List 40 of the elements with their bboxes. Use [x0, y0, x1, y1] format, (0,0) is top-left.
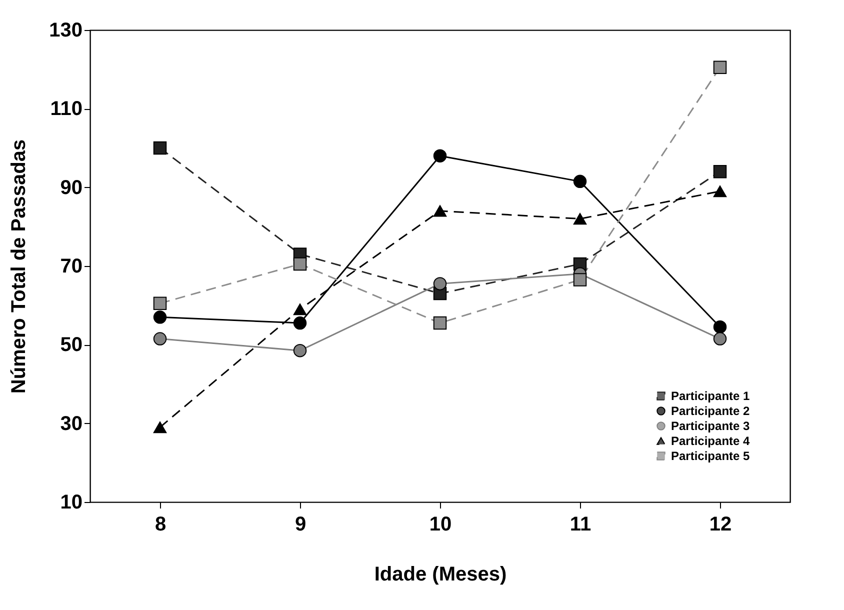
x-tick-label: 12: [709, 514, 732, 536]
point: [713, 320, 727, 334]
point: [573, 273, 587, 286]
x-tick-label: 11: [570, 514, 592, 536]
x-tick-label: 10: [429, 514, 452, 536]
point: [433, 149, 447, 162]
point: [713, 60, 727, 74]
point: [153, 296, 167, 310]
y-tick-label: 110: [50, 98, 82, 120]
legend-label: Participante 3: [671, 419, 750, 433]
y-tick-label: 90: [60, 176, 82, 199]
y-tick-label: 30: [60, 412, 82, 435]
x-axis-title: Idade (Meses): [374, 564, 507, 586]
point: [293, 316, 307, 330]
point: [433, 277, 447, 290]
point: [713, 185, 727, 198]
point: [293, 303, 307, 316]
legend-label: Participante 5: [671, 449, 750, 463]
point: [153, 421, 167, 434]
legend-label: Participante 1: [671, 389, 750, 403]
point: [153, 310, 167, 324]
point: [153, 332, 167, 346]
point: [713, 164, 727, 178]
legend-label: Participante 4: [671, 434, 750, 448]
x-tick-label: 8: [154, 514, 166, 536]
y-tick-label: 50: [60, 334, 82, 356]
point: [573, 212, 587, 225]
y-tick-label: 10: [60, 492, 82, 514]
point: [293, 344, 307, 358]
x-tick-label: 9: [294, 514, 306, 536]
point: [293, 257, 307, 271]
point: [153, 141, 167, 155]
point: [713, 332, 727, 346]
y-tick-label: 70: [60, 256, 82, 278]
point: [433, 205, 447, 217]
y-tick-label: 130: [49, 20, 82, 42]
point: [573, 174, 587, 188]
point: [433, 316, 447, 330]
legend-label: Participante 2: [671, 404, 750, 418]
y-axis-title: Número Total de Passadas: [8, 139, 30, 394]
